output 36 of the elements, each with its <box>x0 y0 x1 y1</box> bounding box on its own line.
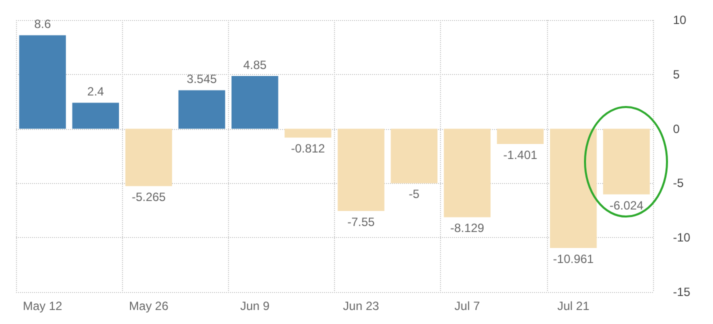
data-label: -1.401 <box>503 148 538 162</box>
bar <box>232 76 278 129</box>
bar <box>496 128 544 144</box>
bar <box>338 128 384 211</box>
data-label: -0.812 <box>290 142 326 156</box>
bar <box>178 90 226 129</box>
y-tick-label: 0 <box>673 122 680 136</box>
y-tick-label: 5 <box>673 67 680 82</box>
x-tick-label: Jun 23 <box>343 299 380 313</box>
y-tick-label: -5 <box>673 176 684 190</box>
data-label: -10.961 <box>553 252 594 266</box>
bar <box>19 35 66 129</box>
x-tick-label: May 26 <box>129 299 169 313</box>
data-label: 3.545 <box>186 72 218 86</box>
y-tick-label: -15 <box>673 285 691 299</box>
data-label: 2.4 <box>87 84 104 99</box>
data-label: -5.265 <box>132 190 166 204</box>
x-tick-label: Jul 21 <box>557 299 590 313</box>
y-tick-label: -10 <box>673 230 691 245</box>
bar <box>444 128 491 218</box>
data-label: 4.85 <box>243 58 267 72</box>
x-tick-label: Jul 7 <box>454 299 480 313</box>
bar <box>550 128 597 248</box>
bar <box>603 128 650 194</box>
bar <box>390 128 438 184</box>
data-label: -7.55 <box>347 214 376 229</box>
bar <box>125 128 172 186</box>
x-tick-label: Jun 9 <box>240 299 270 313</box>
y-tick-label: 10 <box>673 13 687 27</box>
data-label: -6.024 <box>609 198 644 212</box>
bar <box>72 102 119 129</box>
data-label: -5 <box>408 187 420 202</box>
x-tick-label: May 12 <box>22 299 63 313</box>
bar <box>284 128 332 138</box>
data-label: 8.6 <box>34 17 52 32</box>
data-label: -8.129 <box>450 221 485 236</box>
